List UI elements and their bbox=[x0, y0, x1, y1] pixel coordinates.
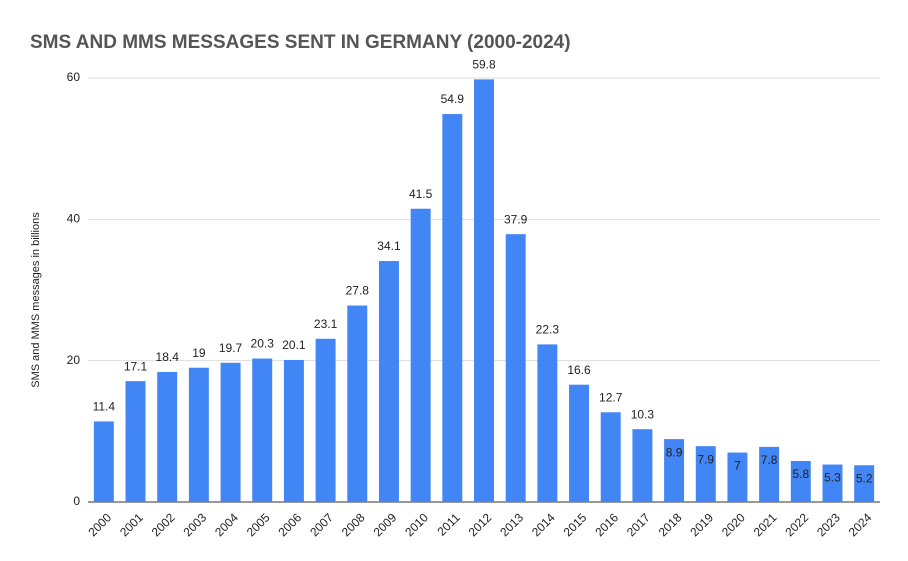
bar bbox=[347, 305, 368, 502]
bar bbox=[125, 381, 146, 502]
bar bbox=[410, 208, 431, 502]
bar bbox=[695, 446, 716, 502]
bar bbox=[157, 371, 178, 502]
data-label: 59.8 bbox=[472, 58, 496, 72]
data-label: 20.3 bbox=[251, 337, 275, 351]
data-label: 34.1 bbox=[377, 239, 401, 253]
y-tick-label: 20 bbox=[67, 353, 81, 367]
bar bbox=[283, 359, 304, 502]
data-label: 12.7 bbox=[599, 390, 623, 404]
data-label: 22.3 bbox=[536, 323, 560, 337]
data-label: 17.1 bbox=[124, 359, 148, 373]
y-tick-label: 40 bbox=[67, 212, 81, 226]
data-label: 20.1 bbox=[282, 338, 306, 352]
bar bbox=[442, 114, 463, 502]
y-tick-label: 60 bbox=[67, 70, 81, 84]
data-label: 7 bbox=[734, 459, 741, 473]
data-label: 23.1 bbox=[314, 317, 338, 331]
data-label: 54.9 bbox=[441, 92, 465, 106]
data-label: 37.9 bbox=[504, 212, 528, 226]
bar bbox=[600, 412, 621, 502]
data-label: 5.3 bbox=[824, 471, 841, 485]
data-label: 7.8 bbox=[761, 453, 778, 467]
bar bbox=[790, 461, 811, 502]
y-tick-label: 0 bbox=[73, 494, 80, 508]
bar bbox=[505, 234, 526, 502]
data-label: 19 bbox=[192, 346, 206, 360]
bar bbox=[854, 465, 875, 502]
chart-title: SMS AND MMS MESSAGES SENT IN GERMANY (20… bbox=[30, 32, 571, 53]
y-axis-label: SMS and MMS messages in billions bbox=[30, 212, 42, 388]
bar bbox=[315, 338, 336, 502]
bar bbox=[822, 464, 843, 502]
data-label: 27.8 bbox=[346, 284, 370, 298]
data-label: 19.7 bbox=[219, 341, 243, 355]
bar bbox=[727, 452, 748, 502]
data-label: 5.2 bbox=[856, 471, 873, 485]
data-label: 18.4 bbox=[156, 350, 180, 364]
bar bbox=[537, 344, 558, 502]
data-label: 10.3 bbox=[631, 407, 655, 421]
bar bbox=[378, 261, 399, 502]
bar bbox=[569, 384, 590, 502]
bar bbox=[759, 446, 780, 502]
data-label: 8.9 bbox=[666, 445, 683, 459]
data-label: 5.8 bbox=[792, 467, 809, 481]
data-label: 7.9 bbox=[697, 452, 714, 466]
bar bbox=[632, 429, 653, 502]
data-label: 16.6 bbox=[567, 363, 591, 377]
bar bbox=[188, 367, 209, 502]
bar bbox=[93, 421, 114, 502]
data-label: 11.4 bbox=[93, 400, 116, 414]
data-label: 41.5 bbox=[409, 187, 433, 201]
bar bbox=[664, 439, 685, 502]
bar bbox=[252, 358, 273, 502]
bar bbox=[220, 362, 241, 502]
bar bbox=[474, 79, 494, 502]
